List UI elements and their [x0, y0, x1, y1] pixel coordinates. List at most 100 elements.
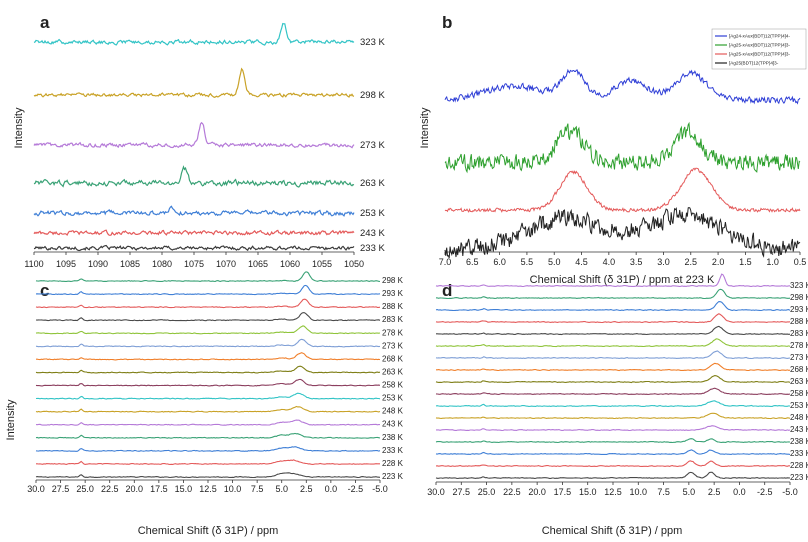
series-line	[435, 387, 791, 395]
series-label: 223 K	[790, 473, 808, 482]
series-line-323k	[33, 22, 355, 46]
x-tick-label: 1100	[24, 259, 43, 269]
x-tick-label: 10.0	[224, 484, 242, 494]
x-tick-label: 1095	[56, 259, 76, 269]
series-label: 253 K	[382, 394, 404, 403]
series-line	[35, 298, 381, 309]
x-tick-label: 2.5	[300, 484, 313, 494]
x-tick-label: 6.5	[466, 257, 479, 267]
series-line	[436, 425, 791, 432]
series-line	[435, 400, 791, 407]
series-line-253k	[33, 205, 355, 217]
x-tick-label: -5.0	[372, 484, 388, 494]
series-line	[35, 312, 381, 322]
x-tick-label: 7.0	[439, 257, 452, 267]
series-line-298k	[33, 67, 355, 98]
panel-label-d: d	[442, 281, 452, 300]
series-line	[35, 446, 381, 452]
x-tick-label: 4.0	[603, 257, 616, 267]
series-label: 273 K	[360, 140, 385, 151]
legend-entry: [Ag25(BDT)12(TPP)4]3-	[729, 61, 779, 66]
series-line	[35, 325, 381, 335]
x-tick-label: 2.5	[708, 487, 721, 497]
series-label: 238 K	[382, 433, 404, 442]
x-axis-label: Chemical Shift (δ 31P) / ppm	[138, 525, 279, 537]
series-label: 258 K	[382, 381, 404, 390]
x-tick-label: 1050	[344, 259, 364, 269]
x-tick-label: 2.0	[712, 257, 725, 267]
series-line	[36, 352, 381, 361]
x-tick-label: 5.5	[521, 257, 534, 267]
x-tick-label: 5.0	[683, 487, 696, 497]
series-line	[444, 68, 801, 105]
x-tick-label: 17.5	[554, 487, 572, 497]
series-line	[436, 362, 791, 372]
series-label: 298 K	[360, 90, 385, 101]
x-tick-label: -2.5	[757, 487, 773, 497]
series-label: 268 K	[790, 365, 808, 374]
series-label: 233 K	[790, 449, 808, 458]
x-tick-label: 1065	[248, 259, 268, 269]
series-line	[35, 338, 381, 348]
legend-entry: [Ag24-xAux(BDT)12(TPP)4]4-	[729, 34, 790, 39]
series-label: 263 K	[382, 367, 404, 376]
legend-entry: [Ag25-xAux(BDT)12(TPP)4]3-	[729, 43, 790, 48]
series-label: 293 K	[382, 289, 404, 298]
series-line	[35, 405, 381, 413]
series-label: 253 K	[790, 401, 808, 410]
x-tick-label: 5.0	[275, 484, 288, 494]
x-tick-label: 4.5	[575, 257, 588, 267]
series-label: 223 K	[382, 472, 404, 481]
series-label: 263 K	[360, 178, 385, 189]
x-tick-label: 20.0	[528, 487, 546, 497]
series-line	[444, 206, 801, 259]
series-line	[35, 392, 381, 400]
series-line-263k	[33, 165, 355, 188]
series-label: 268 K	[382, 354, 404, 363]
series-label: 263 K	[790, 377, 808, 386]
x-tick-label: 6.0	[493, 257, 506, 267]
x-tick-label: 27.5	[52, 484, 70, 494]
series-label: 293 K	[790, 305, 808, 314]
series-line	[435, 438, 791, 444]
legend: [Ag24-xAux(BDT)12(TPP)4]4- [Ag25-xAux(BDT…	[711, 28, 807, 70]
series-label: 233 K	[382, 446, 404, 455]
series-line	[436, 325, 791, 336]
series-line-243k	[33, 229, 355, 237]
panel-c: c Intensity 30.0 27.5 25.0 22.5 20.0 17.5 15.0 12…	[5, 271, 404, 537]
series-line	[444, 121, 801, 174]
series-line	[35, 284, 381, 296]
series-label: 288 K	[382, 302, 404, 311]
x-tick-label: 15.0	[175, 484, 193, 494]
series-line	[35, 472, 381, 479]
series-line	[35, 419, 380, 426]
x-tick-label: 1060	[280, 259, 300, 269]
series-label: 273 K	[790, 353, 808, 362]
series-label: 243 K	[790, 425, 808, 434]
x-tick-label: 1070	[216, 259, 236, 269]
x-tick-label: 7.5	[657, 487, 670, 497]
series-line	[435, 412, 791, 420]
series-line-273k	[33, 121, 355, 149]
series-line	[435, 273, 791, 288]
series-label: 283 K	[790, 329, 808, 338]
x-tick-label: 2.5	[685, 257, 698, 267]
x-tick-label: 0.0	[325, 484, 338, 494]
x-tick-label: 1075	[184, 259, 204, 269]
x-tick-label: 30.0	[427, 487, 445, 497]
x-tick-label: 25.0	[76, 484, 94, 494]
series-line-233k	[33, 244, 355, 252]
panel-b: b Intensity 7.0 6.5 6.0 5.5 5.0 4.5 4.0 3.5 3.0 2.5…	[419, 13, 806, 286]
series-label: 323 K	[790, 281, 808, 290]
x-tick-label: 1080	[152, 259, 172, 269]
x-tick-label: 3.5	[630, 257, 643, 267]
legend-box	[711, 28, 807, 70]
series-label: 298 K	[382, 276, 404, 285]
series-line	[435, 471, 791, 480]
y-axis-label: Intensity	[419, 107, 431, 148]
x-tick-label: 0.5	[794, 257, 807, 267]
series-label: 288 K	[790, 317, 808, 326]
legend-entry: [Ag25-xAux(BDT)12(TPP)4]3-	[729, 52, 790, 57]
x-axis-label: Chemical Shift (δ 31P) / ppm	[542, 525, 683, 537]
